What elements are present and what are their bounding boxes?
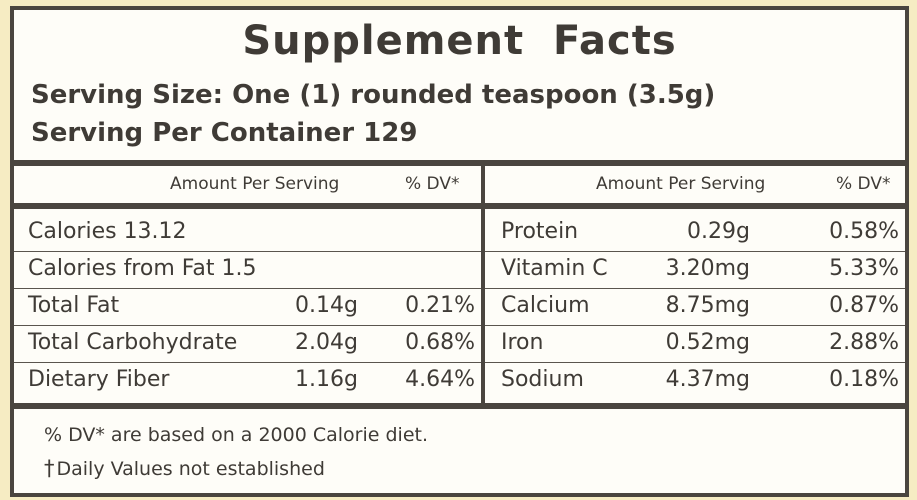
nutrient-row: Total Fat 0.14g 0.21% [14, 289, 481, 326]
nutrient-row: Vitamin C 3.20mg 5.33% [485, 252, 905, 289]
nutrient-amount: 1.16g [295, 367, 358, 392]
nutrient-name: Dietary Fiber [28, 367, 170, 392]
nutrient-dv: 0.18% [829, 367, 899, 392]
serving-size: Serving Size: One (1) rounded teaspoon (… [31, 80, 716, 110]
nutrient-name: Vitamin C [501, 256, 608, 281]
nutrient-amount: 4.37mg [665, 367, 750, 392]
nutrient-name: Iron [501, 330, 544, 355]
nutrient-row: Calories from Fat 1.5 [14, 252, 481, 289]
nutrient-amount: 2.04g [295, 330, 358, 355]
right-dv-header: % DV* [836, 174, 891, 194]
nutrient-dv: 5.33% [829, 256, 899, 281]
nutrient-name: Calcium [501, 293, 590, 318]
nutrient-row: Calories 13.12 [14, 215, 481, 252]
nutrient-row: Protein 0.29g 0.58% [485, 215, 905, 252]
left-amount-header: Amount Per Serving [170, 174, 340, 194]
nutrient-dv: 4.64% [405, 367, 475, 392]
supplement-facts-panel: Supplement Facts Serving Size: One (1) r… [10, 6, 909, 497]
dagger-footnote-text: Daily Values not established [56, 458, 325, 480]
column-divider [481, 166, 485, 403]
nutrient-amount: 0.14g [295, 293, 358, 318]
thick-rule-top [14, 160, 905, 166]
nutrient-dv: 0.87% [829, 293, 899, 318]
nutrient-name: Sodium [501, 367, 584, 392]
nutrient-name: Total Carbohydrate [28, 330, 238, 355]
nutrient-dv: 0.58% [829, 219, 899, 244]
thick-rule-header [14, 203, 905, 209]
nutrient-row: Calcium 8.75mg 0.87% [485, 289, 905, 326]
servings-per-container: Serving Per Container 129 [31, 118, 418, 148]
nutrient-row: Sodium 4.37mg 0.18% [485, 363, 905, 399]
nutrient-amount: 3.20mg [665, 256, 750, 281]
nutrient-amount: 0.52mg [665, 330, 750, 355]
panel-title: Supplement Facts [242, 18, 677, 64]
nutrient-name: Total Fat [28, 293, 120, 318]
thick-rule-bottom [14, 403, 905, 409]
nutrient-dv: 0.21% [405, 293, 475, 318]
right-amount-header: Amount Per Serving [596, 174, 766, 194]
nutrient-row: Iron 0.52mg 2.88% [485, 326, 905, 363]
left-dv-header: % DV* [405, 174, 460, 194]
dv-footnote: % DV* are based on a 2000 Calorie diet. [44, 424, 429, 446]
nutrient-name: Calories 13.12 [28, 219, 187, 244]
nutrient-amount: 8.75mg [665, 293, 750, 318]
nutrient-row: Dietary Fiber 1.16g 4.64% [14, 363, 481, 399]
nutrient-row: Total Carbohydrate 2.04g 0.68% [14, 326, 481, 363]
dagger-symbol: † [44, 456, 55, 480]
nutrient-amount: 0.29g [687, 219, 750, 244]
nutrient-dv: 2.88% [829, 330, 899, 355]
nutrient-name: Protein [501, 219, 579, 244]
dagger-footnote: † Daily Values not established [44, 456, 325, 480]
nutrient-name: Calories from Fat 1.5 [28, 256, 257, 281]
nutrient-dv: 0.68% [405, 330, 475, 355]
